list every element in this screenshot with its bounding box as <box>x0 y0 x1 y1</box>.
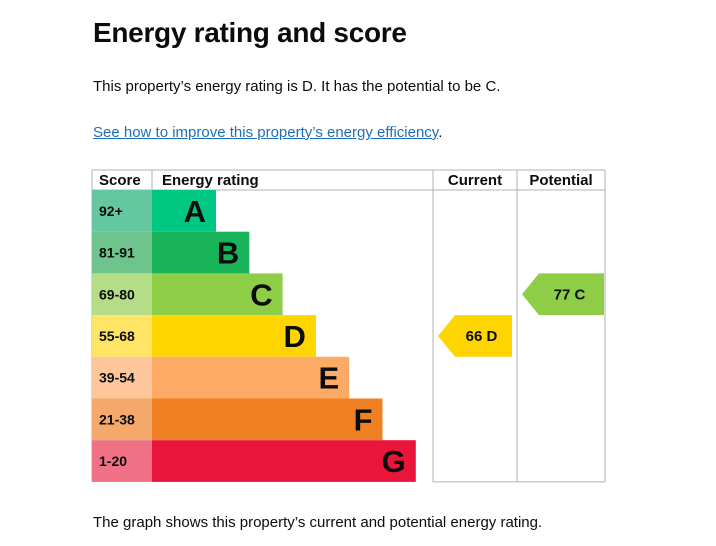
score-range-d: 55-68 <box>99 328 135 344</box>
rating-letter-b: B <box>217 236 239 271</box>
summary-middle: . It has the potential to be <box>312 78 486 95</box>
score-range-a: 92+ <box>99 203 123 219</box>
rating-letter-a: A <box>184 194 206 229</box>
rating-letter-d: D <box>284 319 306 354</box>
rating-letter-g: G <box>382 444 406 479</box>
chart-caption: The graph shows this property’s current … <box>93 514 543 531</box>
score-range-e: 39-54 <box>99 370 135 386</box>
summary-current-rating: D <box>301 78 313 95</box>
rating-bar-e <box>152 356 350 399</box>
score-cell-g <box>92 440 152 482</box>
rating-bar-b <box>152 231 250 274</box>
current-rating-label: 66 D <box>466 328 498 345</box>
current-rating-arrow <box>438 315 512 357</box>
header-energy-rating: Energy rating <box>162 172 259 189</box>
rating-bar-c <box>152 273 283 316</box>
score-cell-b <box>92 231 152 274</box>
rating-bar-d <box>152 315 316 357</box>
improve-efficiency-link[interactable]: See how to improve this property’s energ… <box>93 124 439 141</box>
rating-letter-f: F <box>354 402 373 437</box>
header-score: Score <box>99 172 141 189</box>
potential-rating-arrow <box>522 273 604 316</box>
rating-bar-f <box>152 398 383 441</box>
rating-bar-a <box>152 190 216 232</box>
score-range-b: 81-91 <box>99 245 135 261</box>
score-cell-d <box>92 315 152 357</box>
header-current: Current <box>448 172 502 189</box>
score-cell-f <box>92 398 152 441</box>
page-title: Energy rating and score <box>93 17 407 48</box>
rating-letter-c: C <box>250 277 272 312</box>
rating-summary: This property’s energy rating is D. It h… <box>93 78 500 95</box>
score-range-f: 21-38 <box>99 411 135 427</box>
summary-prefix: This property’s energy rating is <box>93 78 302 95</box>
rating-letter-e: E <box>319 361 340 396</box>
rating-bar-g <box>152 440 416 482</box>
score-range-c: 69-80 <box>99 286 135 302</box>
summary-potential-rating: C <box>485 78 497 95</box>
header-potential: Potential <box>529 172 592 189</box>
improve-link-line: See how to improve this property’s energ… <box>93 124 442 141</box>
score-cell-a <box>92 190 152 232</box>
summary-suffix: . <box>496 78 501 95</box>
link-suffix: . <box>438 124 443 141</box>
potential-rating-label: 77 C <box>554 286 586 303</box>
score-cell-e <box>92 356 152 399</box>
score-range-g: 1-20 <box>99 453 127 469</box>
score-cell-c <box>92 273 152 316</box>
